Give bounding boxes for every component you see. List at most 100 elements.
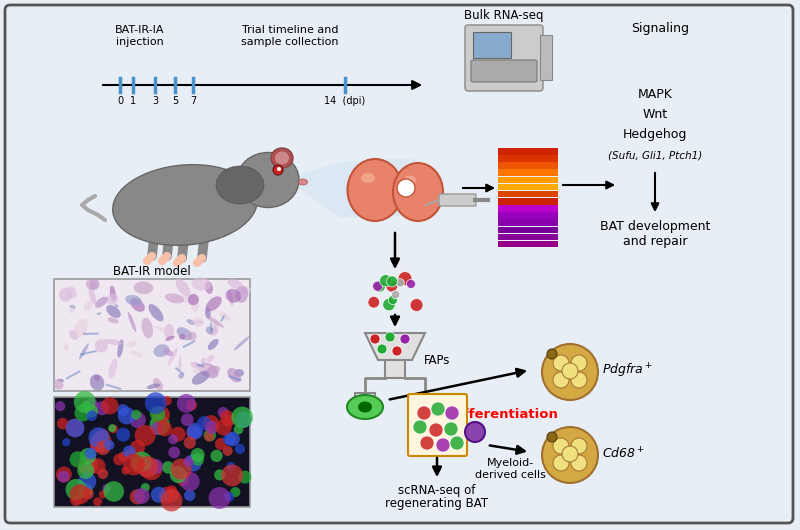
Text: PLIN1: PLIN1: [88, 496, 118, 505]
Text: FAPs: FAPs: [424, 354, 450, 367]
Circle shape: [396, 279, 404, 287]
Circle shape: [62, 438, 70, 446]
Circle shape: [223, 433, 236, 446]
Ellipse shape: [58, 379, 64, 382]
Ellipse shape: [94, 375, 100, 381]
Circle shape: [197, 416, 211, 430]
Ellipse shape: [209, 327, 218, 335]
Bar: [498, 234, 558, 240]
Circle shape: [410, 298, 423, 312]
Ellipse shape: [106, 294, 118, 305]
Text: BAT development
and repair: BAT development and repair: [600, 220, 710, 248]
Circle shape: [413, 420, 427, 434]
Circle shape: [150, 422, 163, 435]
Circle shape: [84, 461, 96, 472]
Circle shape: [445, 406, 459, 420]
Ellipse shape: [190, 362, 201, 368]
Text: MAPK: MAPK: [638, 88, 673, 101]
Circle shape: [125, 448, 136, 460]
Circle shape: [114, 454, 125, 465]
Circle shape: [382, 298, 395, 311]
Bar: [498, 155, 558, 162]
Circle shape: [222, 464, 243, 487]
Text: Cd68$^+$: Cd68$^+$: [602, 446, 645, 462]
Circle shape: [104, 440, 114, 450]
Circle shape: [177, 394, 196, 413]
Circle shape: [96, 440, 110, 455]
Ellipse shape: [347, 159, 402, 221]
Ellipse shape: [84, 301, 92, 311]
Circle shape: [180, 472, 200, 491]
Ellipse shape: [131, 350, 143, 358]
Ellipse shape: [186, 319, 195, 325]
Text: /: /: [82, 496, 85, 505]
Bar: [498, 162, 558, 169]
Bar: [498, 176, 558, 183]
Circle shape: [395, 278, 404, 287]
Circle shape: [117, 404, 129, 416]
Circle shape: [379, 275, 392, 287]
Circle shape: [238, 471, 251, 483]
Circle shape: [450, 436, 464, 450]
Circle shape: [150, 406, 165, 421]
Ellipse shape: [190, 294, 199, 313]
Circle shape: [444, 422, 458, 436]
Circle shape: [150, 414, 170, 435]
Ellipse shape: [95, 339, 108, 352]
Circle shape: [80, 448, 96, 464]
Circle shape: [398, 272, 412, 286]
Ellipse shape: [179, 295, 199, 303]
Ellipse shape: [109, 358, 118, 378]
Circle shape: [215, 438, 227, 450]
Ellipse shape: [89, 287, 96, 304]
Ellipse shape: [165, 293, 184, 303]
Circle shape: [58, 471, 70, 483]
Circle shape: [70, 452, 86, 467]
Bar: [498, 184, 558, 190]
Ellipse shape: [69, 330, 78, 340]
Text: (Sufu, Gli1, Ptch1): (Sufu, Gli1, Ptch1): [608, 150, 702, 160]
Circle shape: [547, 432, 557, 442]
Circle shape: [562, 446, 578, 462]
Circle shape: [101, 397, 118, 414]
Ellipse shape: [130, 298, 145, 312]
Ellipse shape: [358, 402, 372, 412]
Circle shape: [74, 405, 91, 421]
Text: Differentiation: Differentiation: [447, 409, 558, 421]
Circle shape: [386, 280, 398, 292]
Circle shape: [191, 448, 205, 462]
Circle shape: [210, 450, 222, 462]
Circle shape: [118, 407, 135, 425]
Bar: [498, 213, 558, 219]
Circle shape: [189, 426, 202, 438]
Text: Pdgfra$^+$: Pdgfra$^+$: [602, 362, 653, 380]
Text: 5: 5: [172, 96, 178, 106]
Text: Signaling: Signaling: [631, 22, 689, 35]
Circle shape: [130, 489, 145, 505]
Bar: [498, 205, 558, 211]
Circle shape: [145, 392, 166, 414]
Ellipse shape: [207, 366, 220, 375]
Ellipse shape: [177, 327, 192, 340]
Ellipse shape: [275, 152, 289, 164]
Circle shape: [161, 490, 182, 511]
Ellipse shape: [90, 374, 104, 391]
Text: Trial timeline and
sample collection: Trial timeline and sample collection: [242, 25, 338, 47]
Bar: [355, 393, 375, 407]
Circle shape: [131, 410, 142, 420]
Circle shape: [374, 281, 386, 292]
Ellipse shape: [228, 279, 243, 289]
Ellipse shape: [206, 326, 214, 334]
Bar: [498, 226, 558, 233]
Circle shape: [204, 429, 216, 441]
Circle shape: [103, 481, 124, 501]
Ellipse shape: [208, 339, 218, 350]
Circle shape: [562, 363, 578, 379]
Ellipse shape: [361, 173, 375, 183]
Circle shape: [96, 429, 110, 443]
Text: Edu: Edu: [60, 496, 79, 505]
Ellipse shape: [393, 163, 443, 221]
Bar: [498, 148, 558, 155]
Circle shape: [137, 456, 158, 478]
Text: scRNA-seq of: scRNA-seq of: [398, 484, 476, 497]
